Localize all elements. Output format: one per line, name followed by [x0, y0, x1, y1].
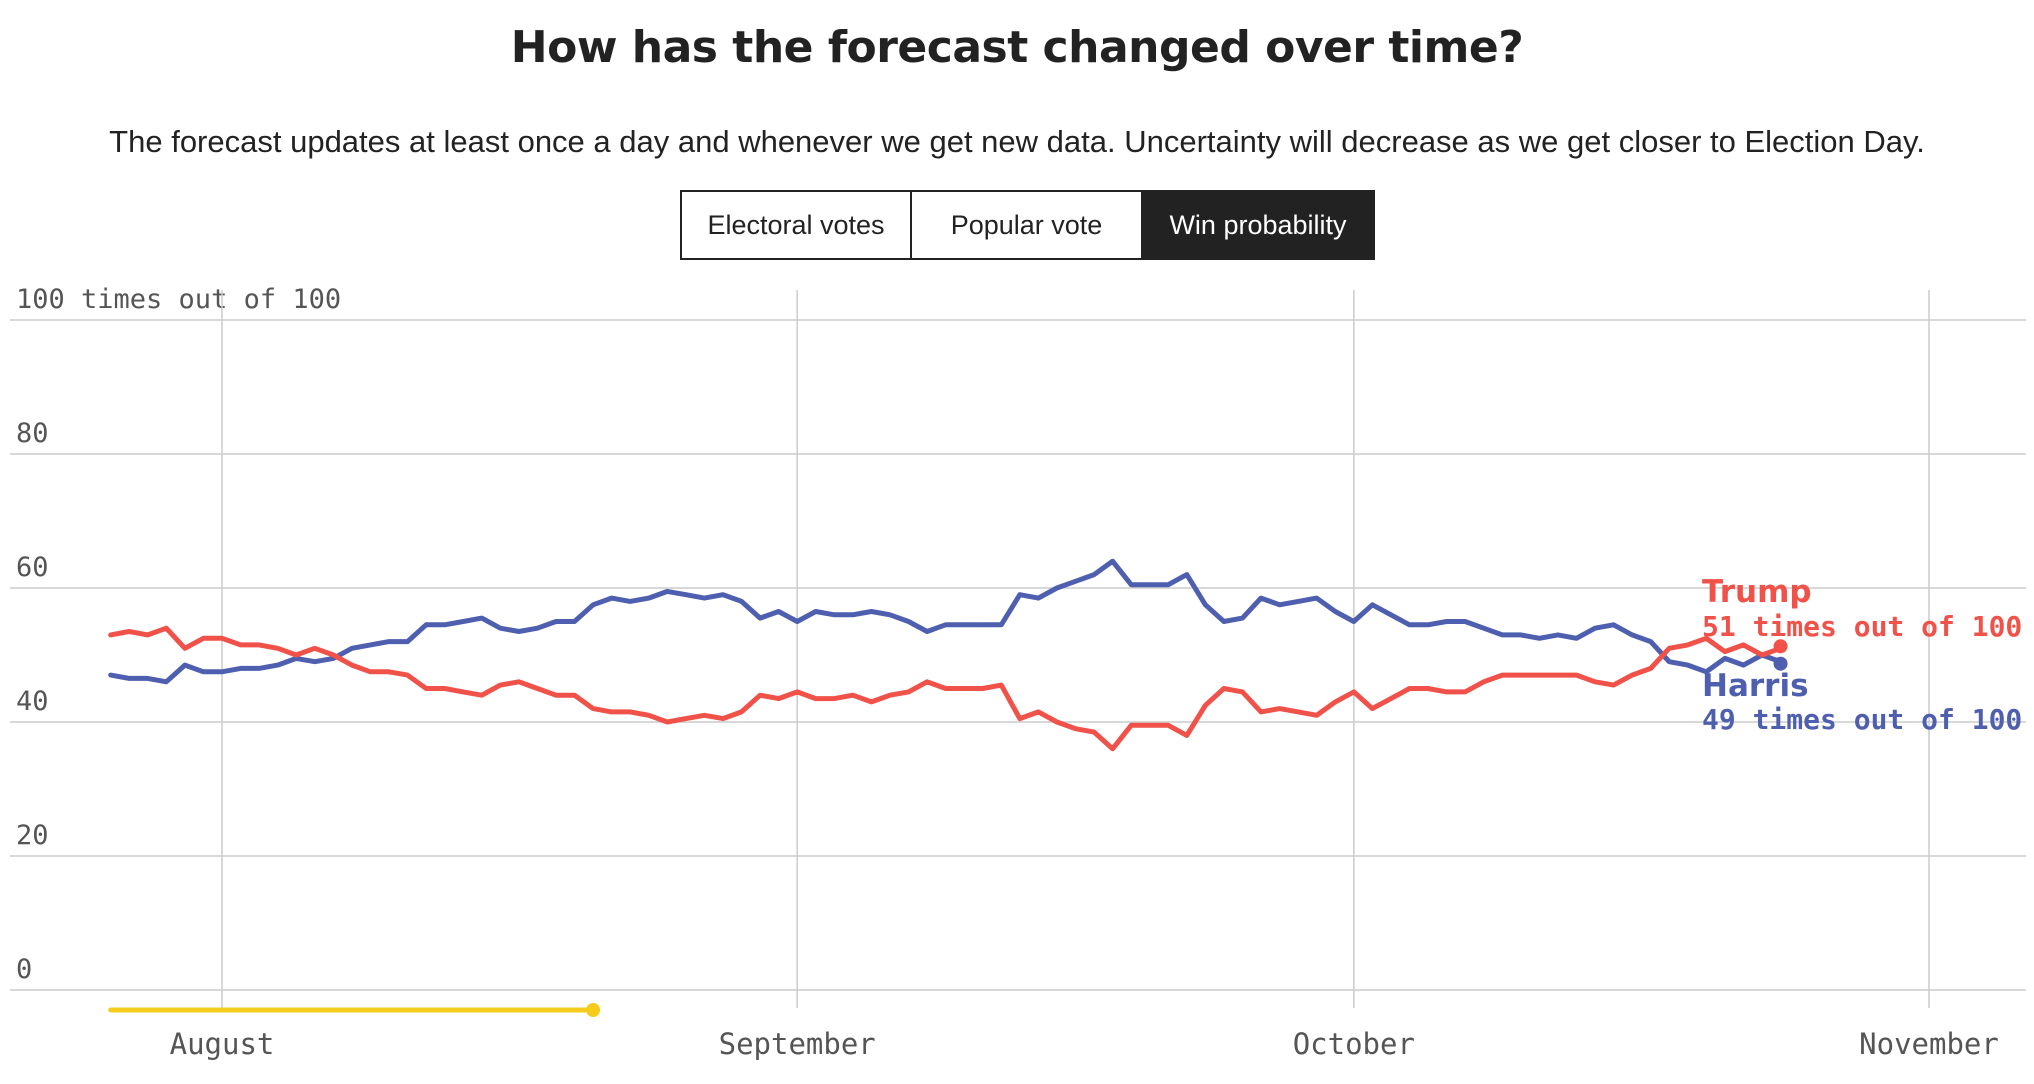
trump-series-line: [108, 625, 1784, 752]
metric-tab-group: Electoral votes Popular vote Win probabi…: [680, 190, 1375, 260]
harris-end-dot: [1773, 656, 1788, 671]
x-tick-label-september: September: [719, 1027, 876, 1061]
harris-series-line: [108, 558, 1784, 685]
chart-title: How has the forecast changed over time?: [510, 22, 1524, 73]
y-tick-label-80: 80: [16, 418, 49, 449]
x-tick-label-october: October: [1293, 1027, 1415, 1061]
chart-subtitle: The forecast updates at least once a day…: [109, 124, 1925, 159]
x-tick-label-november: November: [1859, 1027, 1999, 1061]
win-probability-chart: 0 20 40 60 80 100 times out of 100 August Septe…: [10, 284, 2026, 1061]
y-tick-label-60: 60: [16, 552, 49, 583]
y-tick-label-20: 20: [16, 820, 49, 851]
trump-series-value-label: 51 times out of 100: [1702, 610, 2022, 643]
timeline-handle[interactable]: [586, 1003, 601, 1017]
trump-series-name-label: Trump: [1702, 574, 1812, 610]
tab-electoral-votes[interactable]: Electoral votes: [680, 190, 912, 260]
x-tick-label-august: August: [170, 1027, 275, 1061]
tab-win-probability[interactable]: Win probability: [1143, 190, 1375, 260]
tab-popular-vote[interactable]: Popular vote: [912, 190, 1143, 260]
harris-series-value-label: 49 times out of 100: [1702, 703, 2022, 736]
y-tick-label-0: 0: [16, 954, 32, 985]
y-tick-label-40: 40: [16, 686, 49, 717]
y-tick-label-100: 100 times out of 100: [16, 284, 341, 315]
harris-series-name-label: Harris: [1702, 668, 1809, 704]
trump-end-dot: [1773, 639, 1788, 654]
